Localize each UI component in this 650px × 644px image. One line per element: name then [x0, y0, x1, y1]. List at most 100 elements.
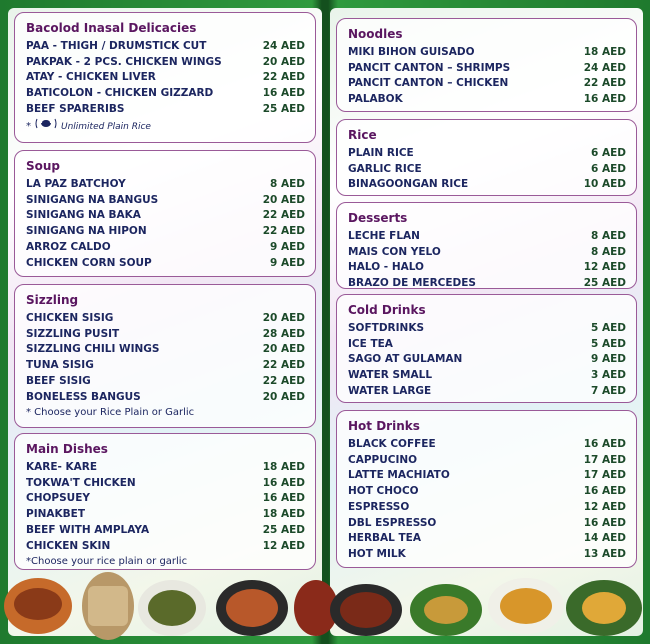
note-text: * Choose your Rice Plain or Garlic — [26, 407, 195, 419]
section-title: Desserts — [348, 211, 408, 225]
right-panel: Noodles MIKI BIHON GUISADO 18 AED PANCIT CA… — [330, 8, 643, 636]
item-price: 7 AED — [591, 384, 626, 397]
item-name: PAA - THIGH / DRUMSTICK CUT — [26, 40, 207, 52]
item-price: 16 AED — [262, 87, 305, 100]
menu-item: ESPRESSO 12 AED — [348, 500, 626, 516]
item-price: 22 AED — [262, 359, 305, 372]
item-price: 25 AED — [583, 277, 626, 290]
menu-section: Soup LA PAZ BATCHOY 8 AED SINIGANG NA BANGU… — [14, 150, 316, 277]
menu-item: PALABOK 16 AED — [348, 92, 626, 108]
item-price: 18 AED — [583, 46, 626, 58]
section-title: Noodles — [348, 27, 403, 41]
menu-item: SAGO AT GULAMAN 9 AED — [348, 352, 626, 368]
item-price: 28 AED — [262, 327, 305, 340]
item-name: HOT CHOCO — [348, 485, 419, 498]
menu-section: Cold Drinks SOFTDRINKS 5 AED ICE TEA 5 AED SA… — [336, 294, 637, 403]
item-name: PAKPAK - 2 PCS. CHICKEN WINGS — [26, 55, 222, 68]
item-name: DBL ESPRESSO — [348, 516, 437, 529]
item-name: TUNA SISIG — [26, 359, 94, 372]
item-name: BONELESS BANGUS — [26, 390, 141, 403]
item-name: CHICKEN SKIN — [26, 539, 111, 552]
item-name: ICE TEA — [348, 337, 393, 350]
item-price: 9 AED — [270, 256, 305, 269]
menu-item: LECHE FLAN 8 AED — [348, 229, 626, 245]
menu-item: BEEF SISIG 22 AED — [26, 374, 305, 390]
item-price: 8 AED — [270, 178, 305, 190]
item-name: BEEF SISIG — [26, 374, 91, 387]
item-name: BEEF WITH AMPLAYA — [26, 523, 150, 536]
item-price: 22 AED — [262, 71, 305, 84]
item-name: BATICOLON - CHICKEN GIZZARD — [26, 87, 214, 100]
item-price: 12 AED — [583, 261, 626, 274]
menu-item: CHICKEN CORN SOUP 9 AED — [26, 256, 305, 272]
menu-item: ARROZ CALDO 9 AED — [26, 240, 305, 256]
item-price: 13 AED — [583, 547, 626, 560]
menu-item: CHICKEN SKIN 12 AED — [26, 539, 305, 555]
menu-item: HOT MILK 13 AED — [348, 547, 626, 563]
item-name: PANCIT CANTON – CHICKEN — [348, 77, 509, 90]
note-text: *Choose your rice plain or garlic — [26, 556, 188, 568]
section-title: Cold Drinks — [348, 303, 426, 317]
item-name: PLAIN RICE — [348, 147, 414, 159]
menu-section: Rice PLAIN RICE 6 AED GARLIC RICE 6 AED BINAG… — [336, 119, 637, 196]
food-photos — [4, 572, 642, 640]
menu-item: SINIGANG NA BAKA 22 AED — [26, 208, 305, 224]
menu-item: SINIGANG NA BANGUS 20 AED — [26, 193, 305, 209]
left-panel: Bacolod Inasal Delicacies PAA - THIGH / D… — [8, 8, 322, 636]
item-price: 17 AED — [583, 453, 626, 466]
menu-item: HALO - HALO 12 AED — [348, 260, 626, 276]
item-price: 22 AED — [583, 77, 626, 90]
item-price: 16 AED — [583, 485, 626, 498]
item-price: 20 AED — [262, 55, 305, 68]
item-name: LECHE FLAN — [348, 230, 420, 242]
menu-item: PAKPAK - 2 PCS. CHICKEN WINGS 20 AED — [26, 55, 305, 71]
item-price: 16 AED — [583, 516, 626, 529]
menu-section: Desserts LECHE FLAN 8 AED MAIS CON YELO 8 AE… — [336, 202, 637, 289]
item-price: 20 AED — [262, 193, 305, 206]
item-name: BRAZO DE MERCEDES — [348, 277, 476, 290]
menu-section: Hot Drinks BLACK COFFEE 16 AED CAPPUCINO 17 … — [336, 410, 637, 568]
item-name: SIZZLING CHILI WINGS — [26, 343, 160, 356]
note-text: Unlimited Plain Rice — [61, 121, 151, 132]
item-name: HOT MILK — [348, 547, 406, 560]
item-name: WATER SMALL — [348, 369, 433, 382]
item-price: 22 AED — [262, 209, 305, 222]
menu-item: MIKI BIHON GUISADO 18 AED — [348, 45, 626, 61]
section-title: Main Dishes — [26, 442, 108, 456]
item-name: ARROZ CALDO — [26, 240, 111, 253]
menu-item: SINIGANG NA HIPON 22 AED — [26, 224, 305, 240]
menu-item: BATICOLON - CHICKEN GIZZARD 16 AED — [26, 86, 305, 102]
section-title: Bacolod Inasal Delicacies — [26, 21, 197, 35]
item-name: ATAY - CHICKEN LIVER — [26, 71, 156, 84]
menu-item: PLAIN RICE 6 AED — [348, 146, 626, 162]
item-price: 6 AED — [591, 162, 626, 175]
menu-item: ICE TEA 5 AED — [348, 337, 626, 353]
item-price: 9 AED — [591, 353, 626, 366]
item-price: 8 AED — [591, 230, 626, 242]
rice-icon — [35, 118, 57, 128]
menu-item: BEEF SPARERIBS 25 AED — [26, 102, 305, 118]
menu-item: BLACK COFFEE 16 AED — [348, 437, 626, 453]
menu-item: CAPPUCINO 17 AED — [348, 453, 626, 469]
menu-item: MAIS CON YELO 8 AED — [348, 245, 626, 261]
item-name: SOFTDRINKS — [348, 322, 425, 334]
menu-item: BRAZO DE MERCEDES 25 AED — [348, 276, 626, 292]
item-price: 20 AED — [262, 390, 305, 403]
menu-item: CHOPSUEY 16 AED — [26, 491, 305, 507]
item-name: CHOPSUEY — [26, 492, 90, 505]
menu-item: LA PAZ BATCHOY 8 AED — [26, 177, 305, 193]
item-name: CHICKEN CORN SOUP — [26, 256, 152, 269]
item-price: 24 AED — [262, 40, 305, 52]
menu-item: PAA - THIGH / DRUMSTICK CUT 24 AED — [26, 39, 305, 55]
item-name: KARE- KARE — [26, 461, 98, 473]
item-price: 22 AED — [262, 225, 305, 238]
menu-item: SIZZLING CHILI WINGS 20 AED — [26, 342, 305, 358]
menu-item: PANCIT CANTON – SHRIMPS 24 AED — [348, 61, 626, 77]
item-name: PALABOK — [348, 93, 403, 106]
item-name: PANCIT CANTON – SHRIMPS — [348, 61, 511, 74]
menu-section: Sizzling CHICKEN SISIG 20 AED SIZZLING PUSI… — [14, 284, 316, 428]
item-price: 25 AED — [262, 102, 305, 115]
item-name: BEEF SPARERIBS — [26, 102, 125, 115]
item-price: 3 AED — [591, 369, 626, 382]
menu-item: SIZZLING PUSIT 28 AED — [26, 327, 305, 343]
